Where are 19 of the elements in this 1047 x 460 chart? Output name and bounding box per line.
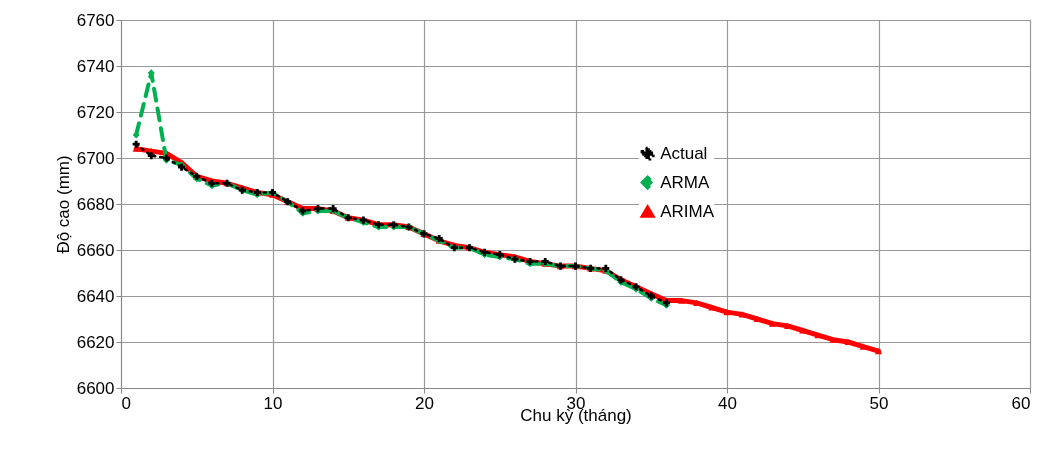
y-tick-label: 6680 [76,194,115,214]
y-tick-label: 6700 [76,148,115,168]
x-tick-label: 10 [263,393,283,413]
y-tick-label: 6640 [76,286,115,306]
x-tick-label: 0 [121,393,131,413]
legend-label: ARMA [660,172,710,192]
y-tick-label: 6660 [76,240,115,260]
y-tick-label: 6600 [76,378,115,398]
y-tick-label: 6720 [76,102,115,122]
legend-label: Actual [660,143,708,163]
y-tick-label: 6740 [76,56,115,76]
x-tick-label: 40 [718,393,737,413]
x-tick-label: 60 [1011,393,1031,413]
legend-label: ARIMA [660,201,715,221]
y-axis-title: Độ cao (mm) [53,155,73,254]
x-tick-label: 50 [869,393,889,413]
y-tick-label: 6760 [76,10,115,30]
y-tick-label: 6620 [76,332,115,352]
x-tick-label: 20 [415,393,434,413]
